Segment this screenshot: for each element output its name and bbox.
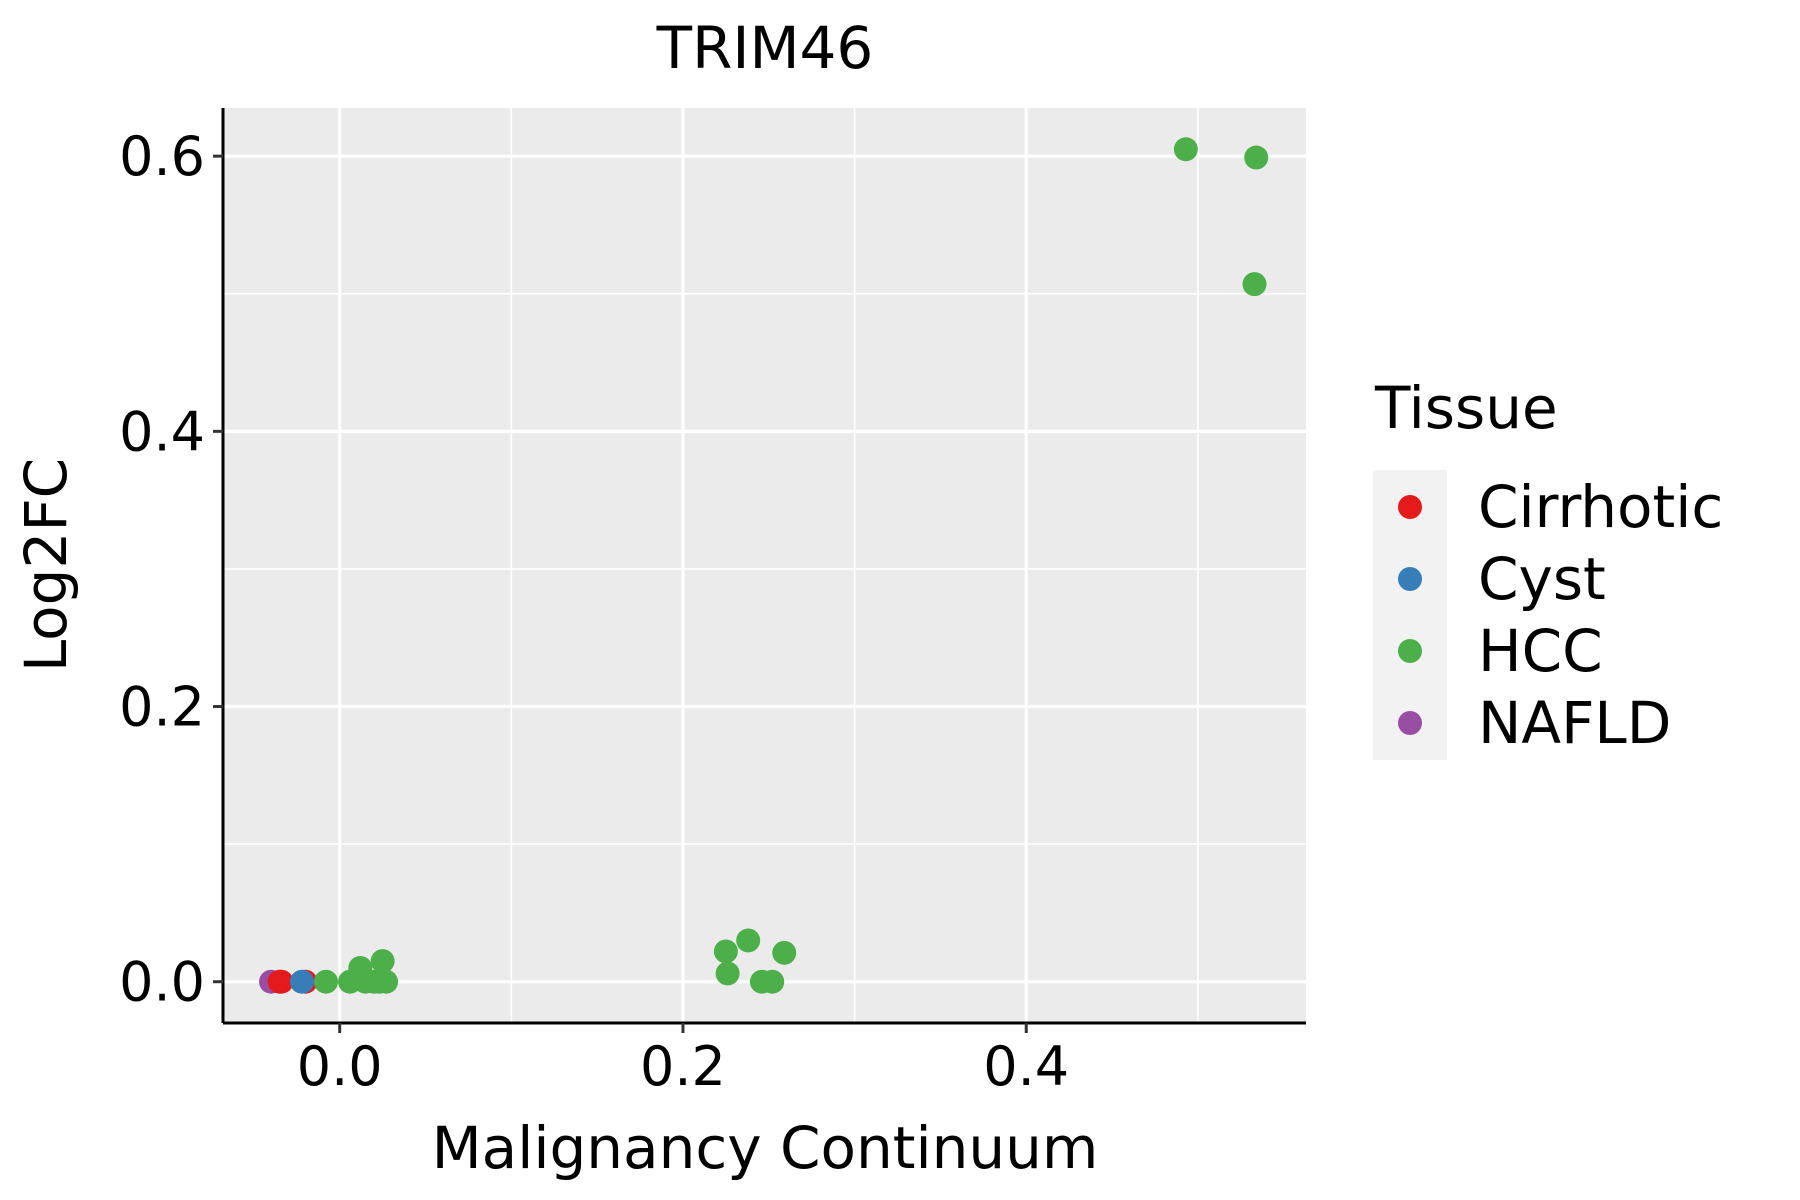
data-point-hcc xyxy=(374,969,399,994)
major-gridlines xyxy=(223,108,1306,1023)
legend-label-cyst: Cyst xyxy=(1478,545,1606,613)
y-axis-ticks: 0.0 0.2 0.4 0.6 xyxy=(119,125,223,1014)
data-point-hcc xyxy=(713,939,738,964)
data-point-hcc xyxy=(313,969,338,994)
legend-label-hcc: HCC xyxy=(1478,617,1603,685)
legend-label-nafld: NAFLD xyxy=(1478,689,1671,757)
data-point-hcc xyxy=(715,961,740,986)
x-tick-label: 0.4 xyxy=(983,1035,1069,1098)
data-point-hcc xyxy=(736,928,761,953)
x-tick-label: 0.0 xyxy=(297,1035,383,1098)
data-point-cirrhotic xyxy=(269,969,294,994)
legend-key-cirrhotic xyxy=(1398,495,1422,519)
legend-key-cyst xyxy=(1398,567,1422,591)
x-axis-ticks: 0.0 0.2 0.4 xyxy=(297,1023,1069,1098)
legend-key-hcc xyxy=(1398,639,1422,663)
legend-key-nafld xyxy=(1398,711,1422,735)
data-point-hcc xyxy=(370,949,395,974)
minor-gridlines xyxy=(223,108,1306,1023)
chart-title: TRIM46 xyxy=(656,14,874,82)
y-tick-label: 0.6 xyxy=(119,125,205,188)
data-points xyxy=(259,137,1269,994)
y-axis-label: Log2FC xyxy=(12,458,80,672)
legend-title: Tissue xyxy=(1374,374,1558,442)
x-tick-label: 0.2 xyxy=(640,1035,726,1098)
x-axis-label: Malignancy Continuum xyxy=(432,1114,1099,1182)
data-point-hcc xyxy=(1244,145,1269,170)
data-point-hcc xyxy=(772,940,797,965)
data-point-hcc xyxy=(1242,272,1267,297)
y-tick-label: 0.2 xyxy=(119,676,205,739)
data-point-hcc xyxy=(760,969,785,994)
plot-panel xyxy=(223,108,1306,1023)
y-tick-label: 0.0 xyxy=(119,951,205,1014)
data-point-hcc xyxy=(1173,137,1198,162)
data-point-cyst xyxy=(289,969,314,994)
y-tick-label: 0.4 xyxy=(119,400,205,463)
legend-label-cirrhotic: Cirrhotic xyxy=(1478,473,1723,541)
